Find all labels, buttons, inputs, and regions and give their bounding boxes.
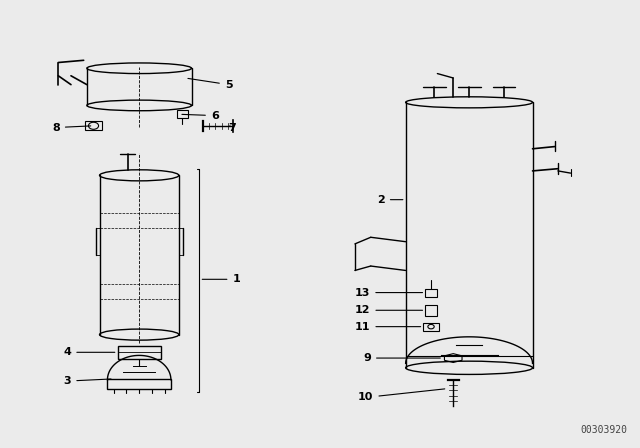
Text: 8: 8: [52, 123, 91, 133]
Text: 5: 5: [188, 78, 232, 90]
Text: 11: 11: [355, 322, 420, 332]
Text: 9: 9: [363, 353, 440, 363]
Text: 7: 7: [228, 123, 236, 133]
Bar: [426, 289, 436, 297]
Text: 12: 12: [355, 305, 422, 315]
Text: 2: 2: [377, 195, 403, 205]
Bar: [424, 323, 438, 331]
Text: 4: 4: [63, 347, 115, 358]
Bar: [426, 305, 436, 315]
Text: 1: 1: [202, 274, 240, 284]
Bar: [108, 379, 171, 388]
Bar: [118, 346, 161, 358]
Bar: [85, 121, 102, 130]
Text: 10: 10: [358, 389, 445, 402]
Text: 6: 6: [182, 111, 219, 121]
Bar: [177, 110, 188, 118]
Text: 13: 13: [355, 288, 422, 297]
Text: 00303920: 00303920: [580, 426, 628, 435]
Text: 3: 3: [63, 376, 111, 386]
